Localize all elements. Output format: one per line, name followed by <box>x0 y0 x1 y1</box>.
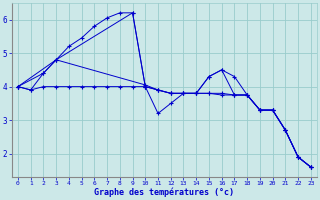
X-axis label: Graphe des températures (°c): Graphe des températures (°c) <box>94 188 234 197</box>
